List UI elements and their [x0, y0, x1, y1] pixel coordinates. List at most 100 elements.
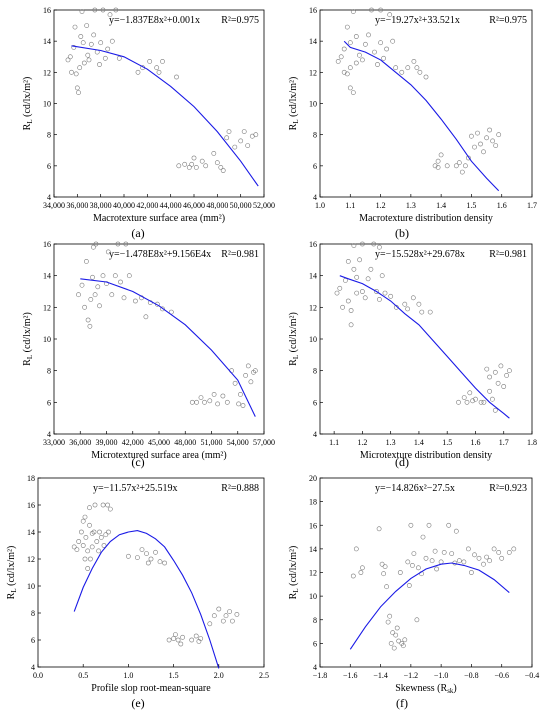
- y-tick-label: 12: [309, 569, 317, 578]
- data-point: [76, 539, 82, 544]
- data-point: [224, 399, 230, 405]
- data-point: [391, 645, 397, 651]
- x-tick-label: 1.2: [376, 201, 386, 210]
- data-point: [405, 306, 410, 312]
- data-point: [198, 636, 204, 641]
- x-tick-label: 2.5: [259, 671, 269, 680]
- data-point: [189, 637, 195, 643]
- data-point: [237, 391, 243, 397]
- data-point: [160, 59, 165, 64]
- x-tick-label: 48,000: [174, 438, 196, 447]
- y-tick-label: 16: [43, 240, 51, 249]
- data-point: [238, 138, 244, 144]
- data-point: [207, 621, 213, 627]
- data-point: [382, 290, 388, 296]
- data-point: [154, 65, 160, 71]
- x-tick-label: 1.6: [497, 201, 507, 210]
- plot-frame: [53, 9, 265, 198]
- data-point: [87, 522, 92, 528]
- data-point: [462, 163, 468, 169]
- data-point: [432, 548, 438, 554]
- data-point: [344, 71, 350, 77]
- data-point: [419, 309, 425, 315]
- y-tick-label: 12: [309, 303, 317, 312]
- data-point: [359, 565, 365, 571]
- data-point: [444, 163, 450, 169]
- data-point: [229, 618, 235, 624]
- data-point: [350, 90, 356, 95]
- data-point: [484, 366, 490, 372]
- data-point: [353, 60, 359, 66]
- x-tick-label: 57,000: [253, 438, 275, 447]
- data-point: [334, 290, 340, 296]
- data-point: [438, 152, 444, 158]
- data-point: [220, 168, 226, 173]
- data-point: [243, 372, 248, 378]
- data-point: [191, 155, 197, 161]
- x-tick-label: −1.0: [434, 671, 449, 680]
- data-point: [85, 317, 91, 323]
- data-point: [105, 46, 111, 52]
- data-point: [456, 160, 462, 166]
- data-point: [132, 298, 138, 304]
- data-point: [362, 41, 368, 47]
- data-point: [106, 529, 111, 535]
- y-axis-label-sub: L: [26, 119, 34, 123]
- data-point: [376, 296, 382, 302]
- data-point: [85, 548, 91, 554]
- y-tick-label: 16: [309, 240, 317, 249]
- y-tick-label: 12: [27, 555, 35, 564]
- data-point: [115, 241, 121, 247]
- data-point: [390, 38, 396, 44]
- data-point: [353, 34, 359, 39]
- data-point: [116, 55, 122, 61]
- data-point: [223, 613, 229, 619]
- data-point: [354, 274, 360, 280]
- y-axis-label-unit: (cd/lx/m²): [288, 77, 299, 120]
- data-point: [402, 301, 408, 307]
- data-point: [82, 304, 87, 310]
- x-tick-label: 1.0: [123, 671, 133, 680]
- data-point: [393, 632, 399, 638]
- x-tick-label: 44,000: [160, 201, 182, 210]
- x-tick-label: −0.6: [494, 671, 509, 680]
- data-point: [69, 69, 74, 75]
- data-point: [144, 551, 149, 556]
- y-axis-label: RL (cd/lx/m²): [288, 77, 300, 131]
- data-point: [384, 584, 389, 590]
- data-point: [414, 617, 420, 623]
- data-point: [100, 502, 106, 508]
- data-point: [366, 32, 371, 38]
- data-point: [372, 49, 377, 55]
- data-point: [160, 306, 165, 312]
- y-tick-label: 10: [27, 582, 35, 591]
- data-point: [400, 643, 406, 649]
- x-tick-label: 1.1: [345, 201, 355, 210]
- data-point: [420, 534, 426, 540]
- data-point: [236, 401, 241, 407]
- data-point: [410, 295, 416, 301]
- fit-curve: [73, 530, 220, 669]
- data-point: [189, 399, 195, 405]
- data-point: [79, 282, 85, 288]
- y-tick-label: 20: [309, 474, 317, 483]
- data-point: [487, 388, 492, 394]
- data-point: [211, 613, 217, 619]
- x-axis-label-text: Microtexture distribution density: [360, 450, 492, 461]
- data-point: [359, 241, 365, 247]
- data-point: [481, 561, 486, 567]
- x-tick-label: 1.2: [357, 438, 367, 447]
- x-tick-label: 48,000: [206, 201, 228, 210]
- panel-label: (d): [395, 455, 409, 469]
- data-point: [109, 38, 115, 44]
- x-axis-label: Microtexture distribution density: [360, 450, 492, 461]
- data-point: [473, 396, 478, 402]
- data-point: [109, 292, 115, 298]
- y-axis-label-unit: (cd/lx/m²): [288, 312, 299, 355]
- x-tick-label: 1.7: [499, 438, 509, 447]
- data-point: [211, 391, 217, 397]
- data-point: [456, 558, 462, 564]
- panel-label: (b): [395, 226, 409, 240]
- data-point: [453, 528, 459, 534]
- x-tick-label: −1.8: [313, 671, 328, 680]
